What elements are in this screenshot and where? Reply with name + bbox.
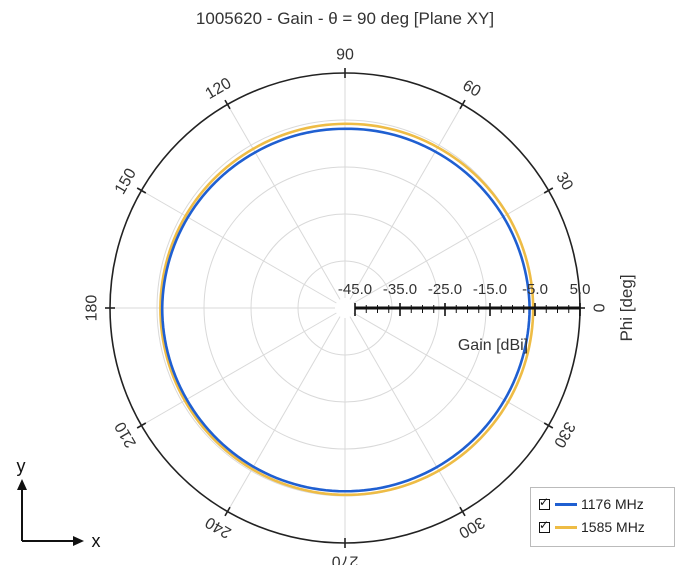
x-axis-indicator-label: x <box>92 531 101 551</box>
legend-item-1176[interactable]: 1176 MHz <box>539 495 644 512</box>
legend-checkbox-1176[interactable] <box>539 495 550 510</box>
legend-swatch-1176 <box>555 502 577 506</box>
series-layer <box>159 122 535 497</box>
radial-tick-label: -35.0 <box>383 281 417 298</box>
angle-tick-label: 270 <box>332 553 359 565</box>
angle-tick-label: 30 <box>552 170 576 194</box>
grid-spoke-240 <box>227 316 341 512</box>
grid-spoke-60 <box>349 104 463 300</box>
grid-spoke-210 <box>141 312 337 426</box>
radial-tick-label: -25.0 <box>428 281 462 298</box>
radial-tick-label: -45.0 <box>338 281 372 298</box>
grid-spoke-330 <box>353 312 549 426</box>
radial-axis: -45.0 -35.0 -25.0 -15.0 -5.0 5.0 <box>338 281 591 316</box>
angle-axis-label: Phi [deg] <box>617 274 636 341</box>
y-axis-indicator-label: y <box>17 456 26 476</box>
radial-axis-label: Gain [dBi] <box>458 337 528 354</box>
series-line-1176-mhz <box>160 127 531 493</box>
grid-spoke-30 <box>353 190 549 304</box>
chart-title: 1005620 - Gain - θ = 90 deg [Plane XY] <box>196 9 494 28</box>
legend-label-1176: 1176 MHz <box>581 496 644 512</box>
angle-tick-label: 240 <box>203 513 235 541</box>
legend-swatch-1585 <box>555 525 577 529</box>
grid-spoke-150 <box>141 190 337 304</box>
angle-tick-label: 120 <box>203 75 235 103</box>
angle-tick-label: 90 <box>336 47 354 64</box>
legend-label-1585: 1585 MHz <box>581 519 645 535</box>
angle-tick-label: 330 <box>550 419 578 451</box>
grid-spoke-300 <box>349 316 463 512</box>
radial-tick-label: 5.0 <box>570 281 591 298</box>
outer-tick-120 <box>224 99 231 110</box>
angle-tick-label: 150 <box>112 166 140 198</box>
outer-tick-30 <box>543 187 554 194</box>
legend-item-1585[interactable]: 1585 MHz <box>539 518 645 535</box>
outer-tick-210 <box>136 422 147 429</box>
angle-tick-label: 210 <box>112 419 140 451</box>
radial-tick-label: -5.0 <box>522 281 548 298</box>
legend: 1176 MHz 1585 MHz <box>530 487 675 547</box>
legend-checkbox-1585[interactable] <box>539 518 550 533</box>
outer-tick-300 <box>459 506 466 517</box>
angle-tick-label: 180 <box>84 295 101 322</box>
grid-spoke-120 <box>227 104 341 300</box>
outer-tick-150 <box>136 187 147 194</box>
series-line-1585-mhz <box>159 122 535 497</box>
xy-axes-indicator: y x <box>17 456 101 551</box>
outer-tick-60 <box>459 99 466 110</box>
angle-tick-label: 300 <box>456 513 488 541</box>
radial-tick-label: -15.0 <box>473 281 507 298</box>
outer-tick-240 <box>224 506 231 517</box>
angle-tick-label: 60 <box>460 77 484 101</box>
angle-tick-label: 0 <box>590 304 607 313</box>
outer-tick-330 <box>543 422 554 429</box>
